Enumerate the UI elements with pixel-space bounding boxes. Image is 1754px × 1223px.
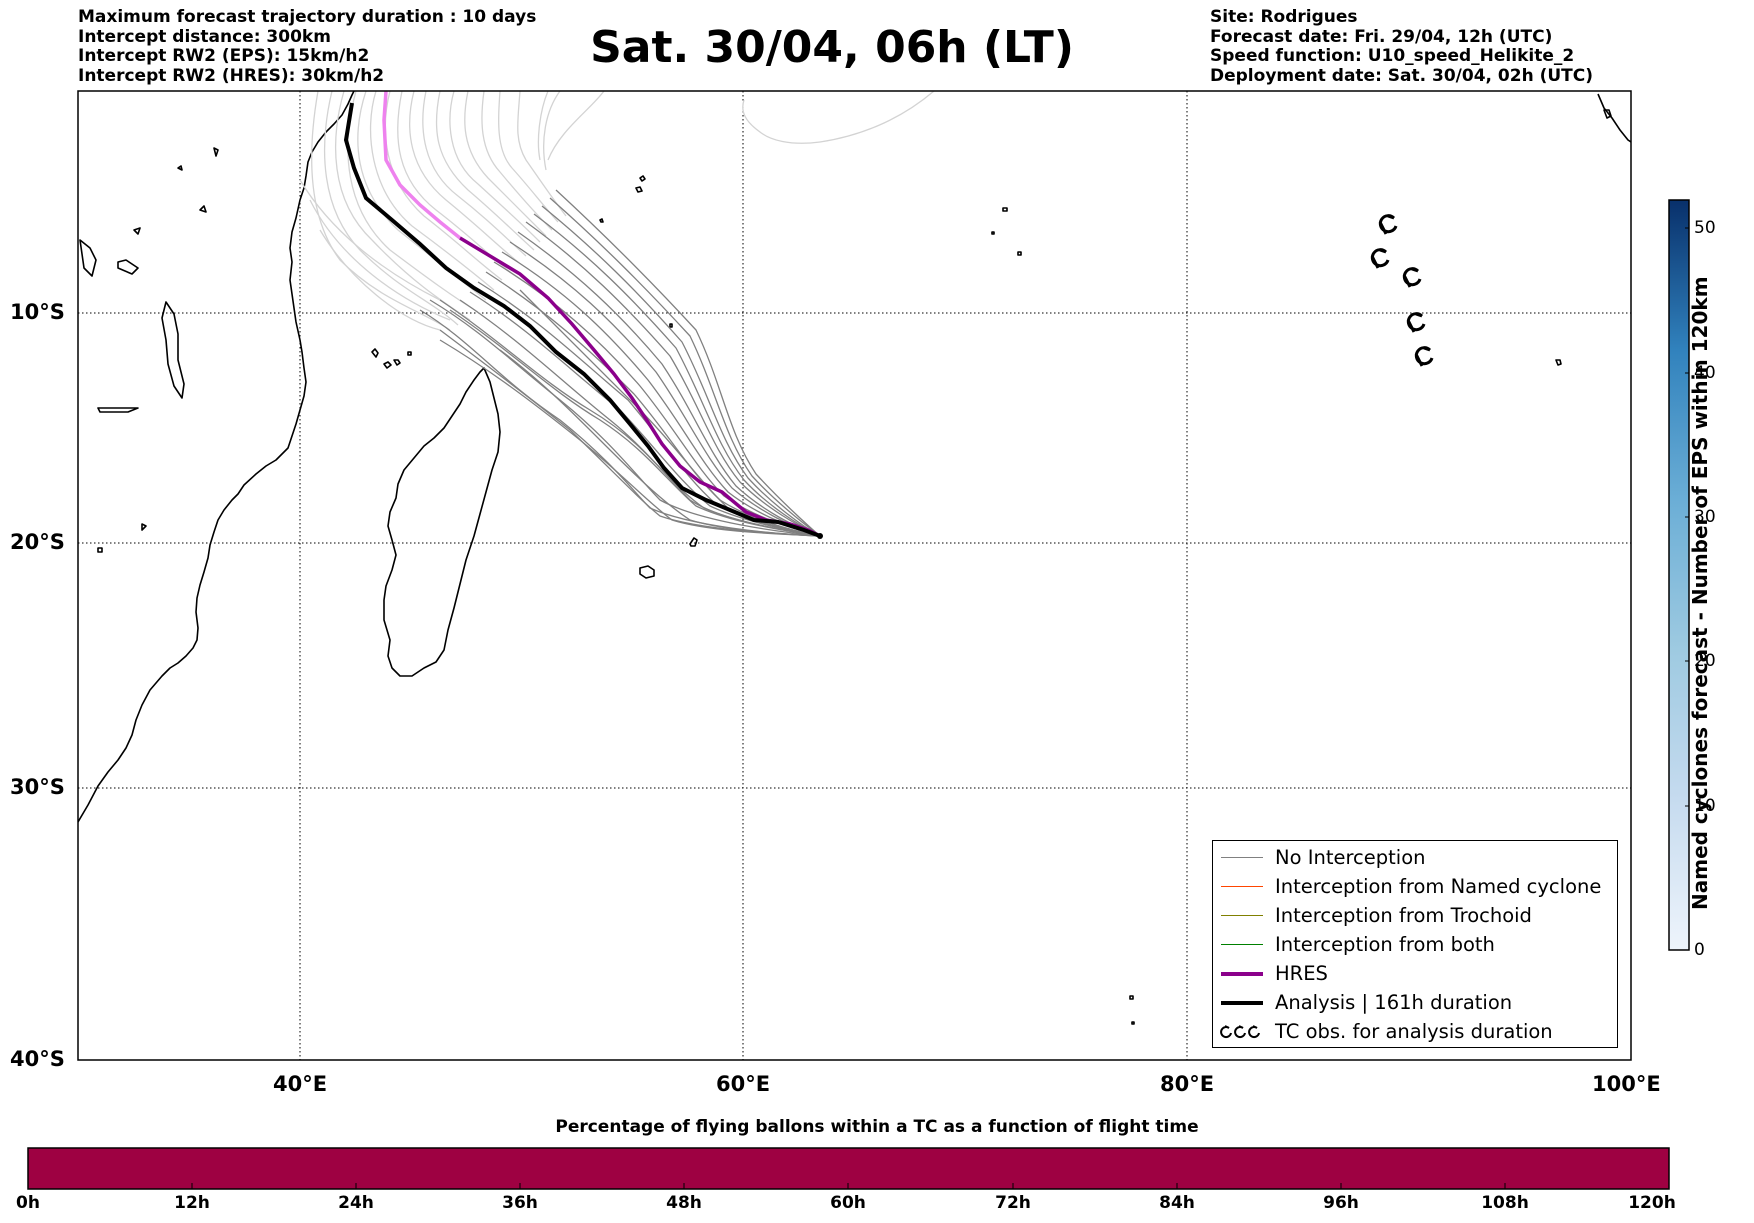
percentage-bar-tick: 108h [1481,1193,1529,1213]
percentage-bar-title: Percentage of flying ballons within a TC… [555,1117,1199,1137]
percentage-bar-tick: 0h [16,1193,40,1213]
legend-label: Analysis | 161h duration [1275,991,1513,1014]
percentage-bar-tick: 24h [338,1193,374,1213]
header-left-line: Maximum forecast trajectory duration : 1… [78,7,537,27]
lon-label: 60°E [716,1072,771,1096]
legend-item-hres: HRES [1213,959,1617,988]
header-right-line: Site: Rodrigues [1210,7,1358,27]
lon-label: 40°E [273,1072,328,1096]
header-right-info: Site: Rodrigues Forecast date: Fri. 29/0… [1210,7,1594,86]
lon-label: 80°E [1160,1072,1215,1096]
percentage-bar-tick: 84h [1159,1193,1195,1213]
header-left-line: Intercept RW2 (EPS): 15km/h2 [78,46,370,66]
africa-coastline [78,91,355,823]
tc-symbol-icon [1220,1025,1260,1039]
percentage-bar-tick: 48h [666,1193,702,1213]
legend-label: Interception from Trochoid [1275,904,1532,927]
legend-label: HRES [1275,962,1328,985]
legend-item-analysis: Analysis | 161h duration [1213,988,1617,1017]
madagascar-coastline [383,367,501,677]
percentage-bar [27,1147,1670,1190]
lon-label: 100°E [1592,1072,1661,1096]
tc-observation-symbols [1370,214,1434,367]
mauritius-island [689,537,698,547]
header-right-line: Deployment date: Sat. 30/04, 02h (UTC) [1210,65,1594,86]
lat-label: 30°S [10,775,65,799]
header-right-line: Forecast date: Fri. 29/04, 12h (UTC) [1210,26,1553,47]
reunion-island [639,565,655,579]
tc-symbol-icon [1370,248,1390,269]
header-left-info: Maximum forecast trajectory duration : 1… [78,7,537,86]
map-title: Sat. 30/04, 06h (LT) [590,22,1074,73]
percentage-bar-tick: 60h [830,1193,866,1213]
colorbar-tick: 40 [1694,363,1716,383]
colorbar-tick: 50 [1694,218,1716,238]
colorbar-title: Named cyclones forecast - Number of EPS … [1688,276,1712,910]
tc-symbol-icon [1378,214,1398,235]
tc-symbol-icon [1414,346,1434,367]
legend-item-both: Interception from both [1213,930,1617,959]
legend-item-trochoid: Interception from Trochoid [1213,901,1617,930]
header-left-line: Intercept distance: 300km [78,26,331,47]
analysis-trajectory [343,102,821,538]
percentage-bar-tick: 36h [502,1193,538,1213]
tc-symbol-icon [1402,267,1422,288]
legend-item-no-interception: No Interception [1213,843,1617,872]
colorbar-tick: 30 [1694,507,1716,527]
colorbar-tick: 10 [1694,796,1716,816]
percentage-bar-tick: 72h [995,1193,1031,1213]
lat-label: 40°S [10,1047,65,1071]
tc-symbol-icon [1406,312,1426,333]
lat-label: 20°S [10,530,65,554]
legend-label: Interception from both [1275,933,1495,956]
legend-item-named-cyclone: Interception from Named cyclone [1213,872,1617,901]
map-gridlines [78,91,1631,1060]
coastlines [78,91,1631,1025]
percentage-bar-tick: 120h [1628,1193,1676,1213]
legend-label: Interception from Named cyclone [1275,875,1602,898]
legend-item-tc-obs: TC obs. for analysis duration [1213,1017,1617,1046]
percentage-bar-tick: 12h [174,1193,210,1213]
map-legend: No Interception Interception from Named … [1212,840,1618,1048]
hres-trajectory-early [382,91,462,240]
header-right-line: Speed function: U10_speed_Helikite_2 [1210,46,1575,66]
colorbar-vertical [1668,199,1690,951]
map-frame [77,90,1632,1061]
legend-label: TC obs. for analysis duration [1275,1020,1553,1043]
percentage-bar-tick: 96h [1323,1193,1359,1213]
colorbar-tick: 0 [1694,940,1705,960]
colorbar-tick: 20 [1694,651,1716,671]
legend-label: No Interception [1275,846,1426,869]
lat-label: 10°S [10,300,65,324]
header-left-line: Intercept RW2 (HRES): 30km/h2 [78,65,385,86]
